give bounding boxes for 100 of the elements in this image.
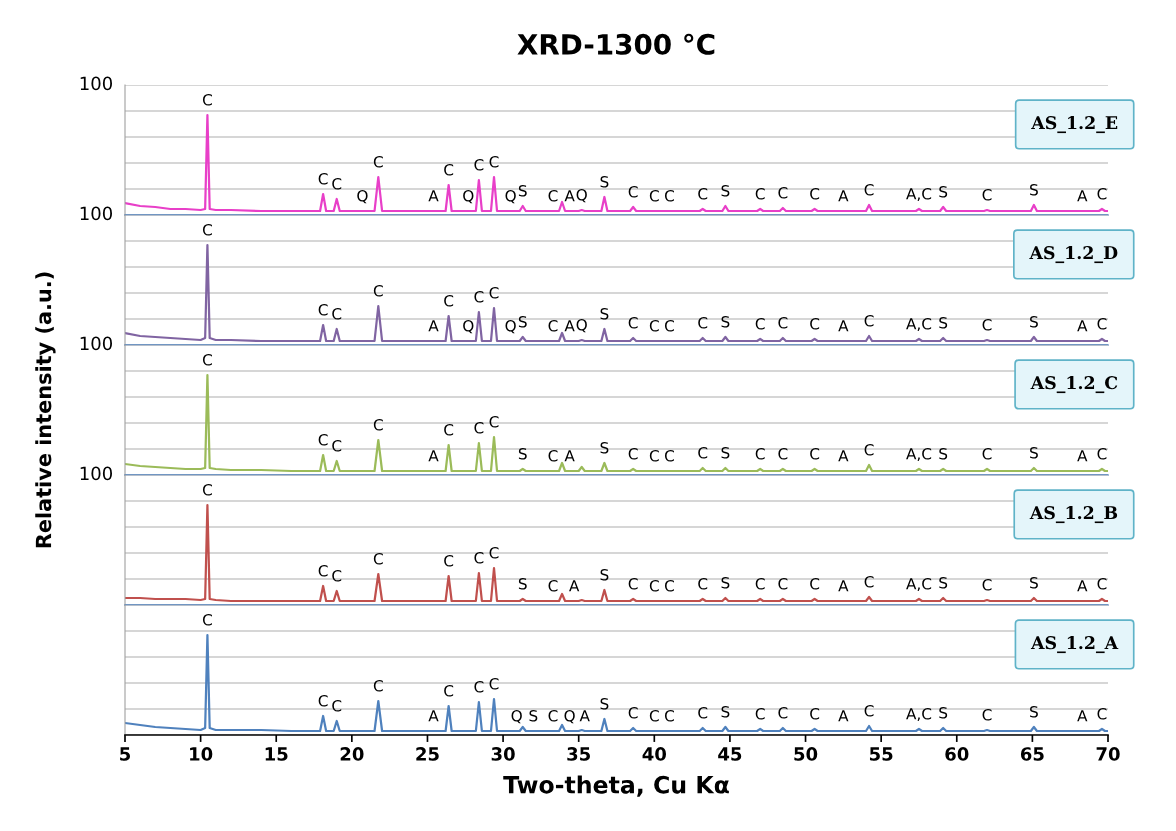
annotation: C [664,579,674,592]
annotation: C [864,443,874,456]
annotation: C [474,421,484,434]
annotation: C [810,707,820,720]
annotation: C [810,187,820,200]
annotation: A [564,320,575,332]
annotation: C [474,158,484,171]
x-axis-title: Two-theta, Cu Kα [503,775,729,797]
annotation: C [778,706,788,719]
annotation: C [373,679,383,692]
annotation: C [444,294,454,307]
y-axis-title: Relative intensity (a.u.) [35,272,56,548]
annotation: S [939,706,948,719]
annotation: C [982,447,992,460]
annotation: C [778,186,788,199]
annotation: C [778,577,788,590]
annotation: S [600,175,609,188]
annotation: C [332,307,342,320]
annotation: C [698,187,708,200]
annotation: C [864,314,874,327]
annotation: C [864,183,874,196]
annotation: C [318,694,328,707]
annotation: C [755,317,765,330]
annotation: C [202,483,212,496]
annotation: C [628,316,638,329]
text: AS_1.2_A [1030,636,1119,654]
annotation: C [755,447,765,460]
annotation: S [518,577,527,590]
annotation: C [1097,577,1107,590]
annotation: C [489,415,499,428]
annotation: A [428,190,439,202]
annotation: C [755,707,765,720]
annotation: A,C [906,447,932,462]
annotation: S [939,316,948,329]
annotation: A [838,320,849,332]
annotation: S [529,709,538,722]
annotation: S [600,307,609,320]
annotation: S [518,315,527,328]
chart-title: XRD-1300 °C [517,33,715,55]
annotation: A [1077,710,1088,722]
annotation: C [698,706,708,719]
annotation: C [318,433,328,446]
annotation: C [444,423,454,436]
annotation: C [373,284,383,297]
annotation: Q [505,319,516,334]
annotation: S [1030,183,1038,196]
annotation: C [373,552,383,565]
annotation: C [548,579,558,592]
annotation: Q [576,188,587,203]
annotation: C [489,155,499,168]
annotation: S [721,705,730,718]
annotation: C [778,447,788,460]
annotation: A [569,580,580,592]
annotation: C [698,577,708,590]
annotation: C [664,189,674,202]
annotation: C [982,318,992,331]
annotation: Q [505,189,516,204]
annotation: A [1077,320,1088,332]
annotation: S [600,568,609,581]
annotation: C [202,223,212,236]
annotation: S [939,447,948,460]
x-tick-label: 45 [718,747,742,761]
annotation: C [982,578,992,591]
annotation: C [628,577,638,590]
text: 100 [80,466,112,481]
annotation: S [721,446,730,459]
annotation: S [721,576,730,589]
text: 100 [80,76,112,91]
x-tick-label: 30 [491,747,515,761]
annotation: C [649,709,659,722]
annotation: C [489,546,499,559]
annotation: A [579,710,590,722]
annotation: S [1030,315,1038,328]
annotation: A,C [906,187,932,202]
annotation: C [1097,187,1107,200]
x-tick-label: 60 [945,747,969,761]
annotation: C [664,709,674,722]
annotation: C [810,317,820,330]
x-tick-label: 15 [265,747,288,761]
annotation: A,C [906,707,932,722]
x-tick-label: 35 [567,747,590,761]
annotation: C [628,447,638,460]
x-tick-label: 10 [190,747,213,761]
annotation: Q [463,319,474,334]
annotation: A [838,710,849,722]
annotation: C [474,290,484,303]
annotation: C [548,319,558,332]
annotation: C [698,446,708,459]
annotation: A [838,580,849,592]
x-tick-label: 25 [416,747,439,761]
annotation: S [1030,446,1038,459]
annotation: C [202,613,212,626]
annotation: S [600,697,609,710]
annotation: C [982,188,992,201]
annotation: Q [576,318,587,333]
annotation: C [332,177,342,190]
annotation: C [864,704,874,717]
annotation: C [444,163,454,176]
annotation: A [564,450,575,462]
annotation: C [649,449,659,462]
